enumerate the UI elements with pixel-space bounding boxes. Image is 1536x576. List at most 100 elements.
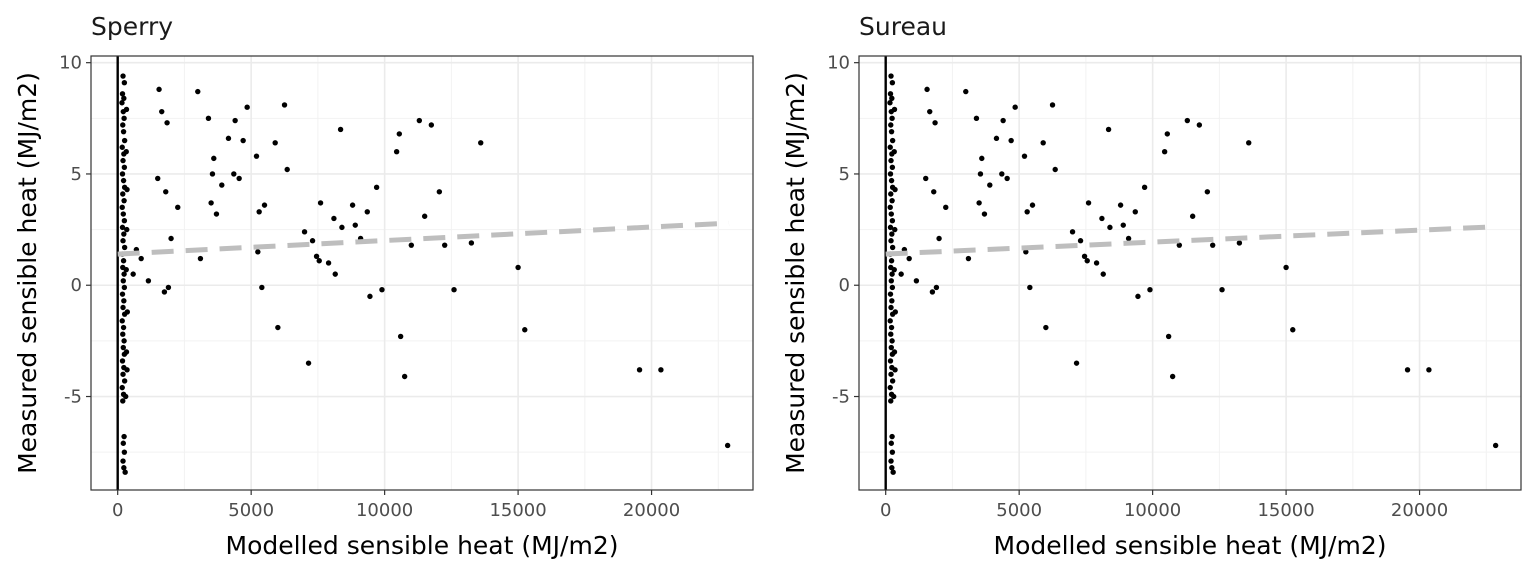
data-point xyxy=(981,211,988,217)
data-point xyxy=(159,108,165,115)
data-point xyxy=(119,204,125,211)
data-point xyxy=(121,449,128,455)
data-point xyxy=(156,86,162,93)
data-point xyxy=(1027,284,1033,291)
data-point xyxy=(923,175,929,182)
data-point xyxy=(284,166,290,173)
data-point xyxy=(888,440,894,446)
data-point xyxy=(887,291,894,297)
data-point xyxy=(123,149,129,155)
data-point xyxy=(889,284,896,291)
data-point xyxy=(887,384,893,391)
data-point xyxy=(1008,137,1014,144)
data-point xyxy=(1165,333,1172,340)
y-tick-label: 0 xyxy=(839,275,850,296)
data-point xyxy=(888,278,894,284)
data-point xyxy=(168,235,174,242)
plot-border xyxy=(858,55,1522,491)
data-point xyxy=(888,238,894,244)
data-point xyxy=(120,238,126,244)
data-point xyxy=(965,255,972,262)
plot-area-sperry: 0 5000 10000 15000 20000 -5 0 5 10 xyxy=(59,53,754,521)
data-point xyxy=(301,229,308,235)
data-point xyxy=(255,249,261,255)
data-point xyxy=(1024,209,1030,215)
data-point xyxy=(119,358,126,364)
data-point xyxy=(225,135,232,142)
data-point xyxy=(927,108,933,115)
data-point xyxy=(1099,215,1105,222)
data-point xyxy=(123,266,129,273)
data-point xyxy=(658,367,664,373)
data-point xyxy=(120,73,126,79)
data-point xyxy=(889,378,896,384)
x-tick-label: 0 xyxy=(880,500,891,521)
data-point xyxy=(1085,200,1092,206)
data-point xyxy=(272,140,278,146)
data-point xyxy=(979,155,985,162)
data-point xyxy=(887,318,893,324)
data-point xyxy=(421,213,428,219)
data-point xyxy=(175,204,181,211)
data-point xyxy=(436,189,443,195)
data-point xyxy=(121,115,127,122)
data-point xyxy=(124,309,131,315)
data-point xyxy=(352,222,358,228)
data-point xyxy=(1077,238,1084,244)
x-tick-label: 10000 xyxy=(1124,500,1181,521)
data-point xyxy=(1069,229,1076,235)
data-point xyxy=(1161,149,1168,155)
data-point xyxy=(888,344,894,351)
data-point xyxy=(313,253,320,260)
data-point xyxy=(259,284,265,291)
data-point xyxy=(887,358,894,364)
y-tick-label: -5 xyxy=(832,387,850,408)
data-point xyxy=(891,393,897,400)
data-point xyxy=(892,309,899,315)
data-point xyxy=(888,304,894,311)
data-point xyxy=(119,224,126,231)
data-point xyxy=(888,324,895,331)
data-point xyxy=(924,86,930,93)
data-point xyxy=(993,135,1000,142)
data-point xyxy=(253,153,260,159)
data-point xyxy=(349,202,356,208)
data-point xyxy=(1196,122,1203,128)
data-point xyxy=(888,211,894,217)
data-point xyxy=(123,349,130,355)
data-point xyxy=(906,255,912,262)
data-point xyxy=(889,244,896,251)
data-point xyxy=(119,318,125,324)
data-point xyxy=(219,182,225,188)
data-point xyxy=(339,224,345,231)
data-point xyxy=(120,177,127,184)
data-point xyxy=(888,177,895,184)
data-point xyxy=(889,449,896,455)
data-point xyxy=(478,140,484,146)
plot-border xyxy=(90,55,754,491)
data-point xyxy=(1204,189,1211,195)
data-point xyxy=(123,393,129,400)
data-point xyxy=(1073,360,1080,366)
data-point xyxy=(121,465,127,471)
x-tick-label: 15000 xyxy=(489,500,546,521)
data-point xyxy=(120,128,127,135)
data-point xyxy=(890,469,896,475)
data-point xyxy=(889,298,895,304)
data-point xyxy=(120,157,126,164)
data-point xyxy=(119,291,126,297)
data-point xyxy=(1492,442,1499,449)
data-point xyxy=(393,149,400,155)
data-point xyxy=(145,278,152,284)
data-point xyxy=(1043,324,1049,331)
data-point xyxy=(119,384,125,391)
data-point xyxy=(889,465,895,471)
data-point xyxy=(119,171,126,177)
data-point xyxy=(244,104,250,110)
data-point xyxy=(888,371,894,377)
data-point xyxy=(987,182,993,188)
data-point xyxy=(1426,367,1432,373)
data-point xyxy=(1081,253,1088,260)
data-point xyxy=(332,271,338,277)
data-point xyxy=(636,367,643,373)
